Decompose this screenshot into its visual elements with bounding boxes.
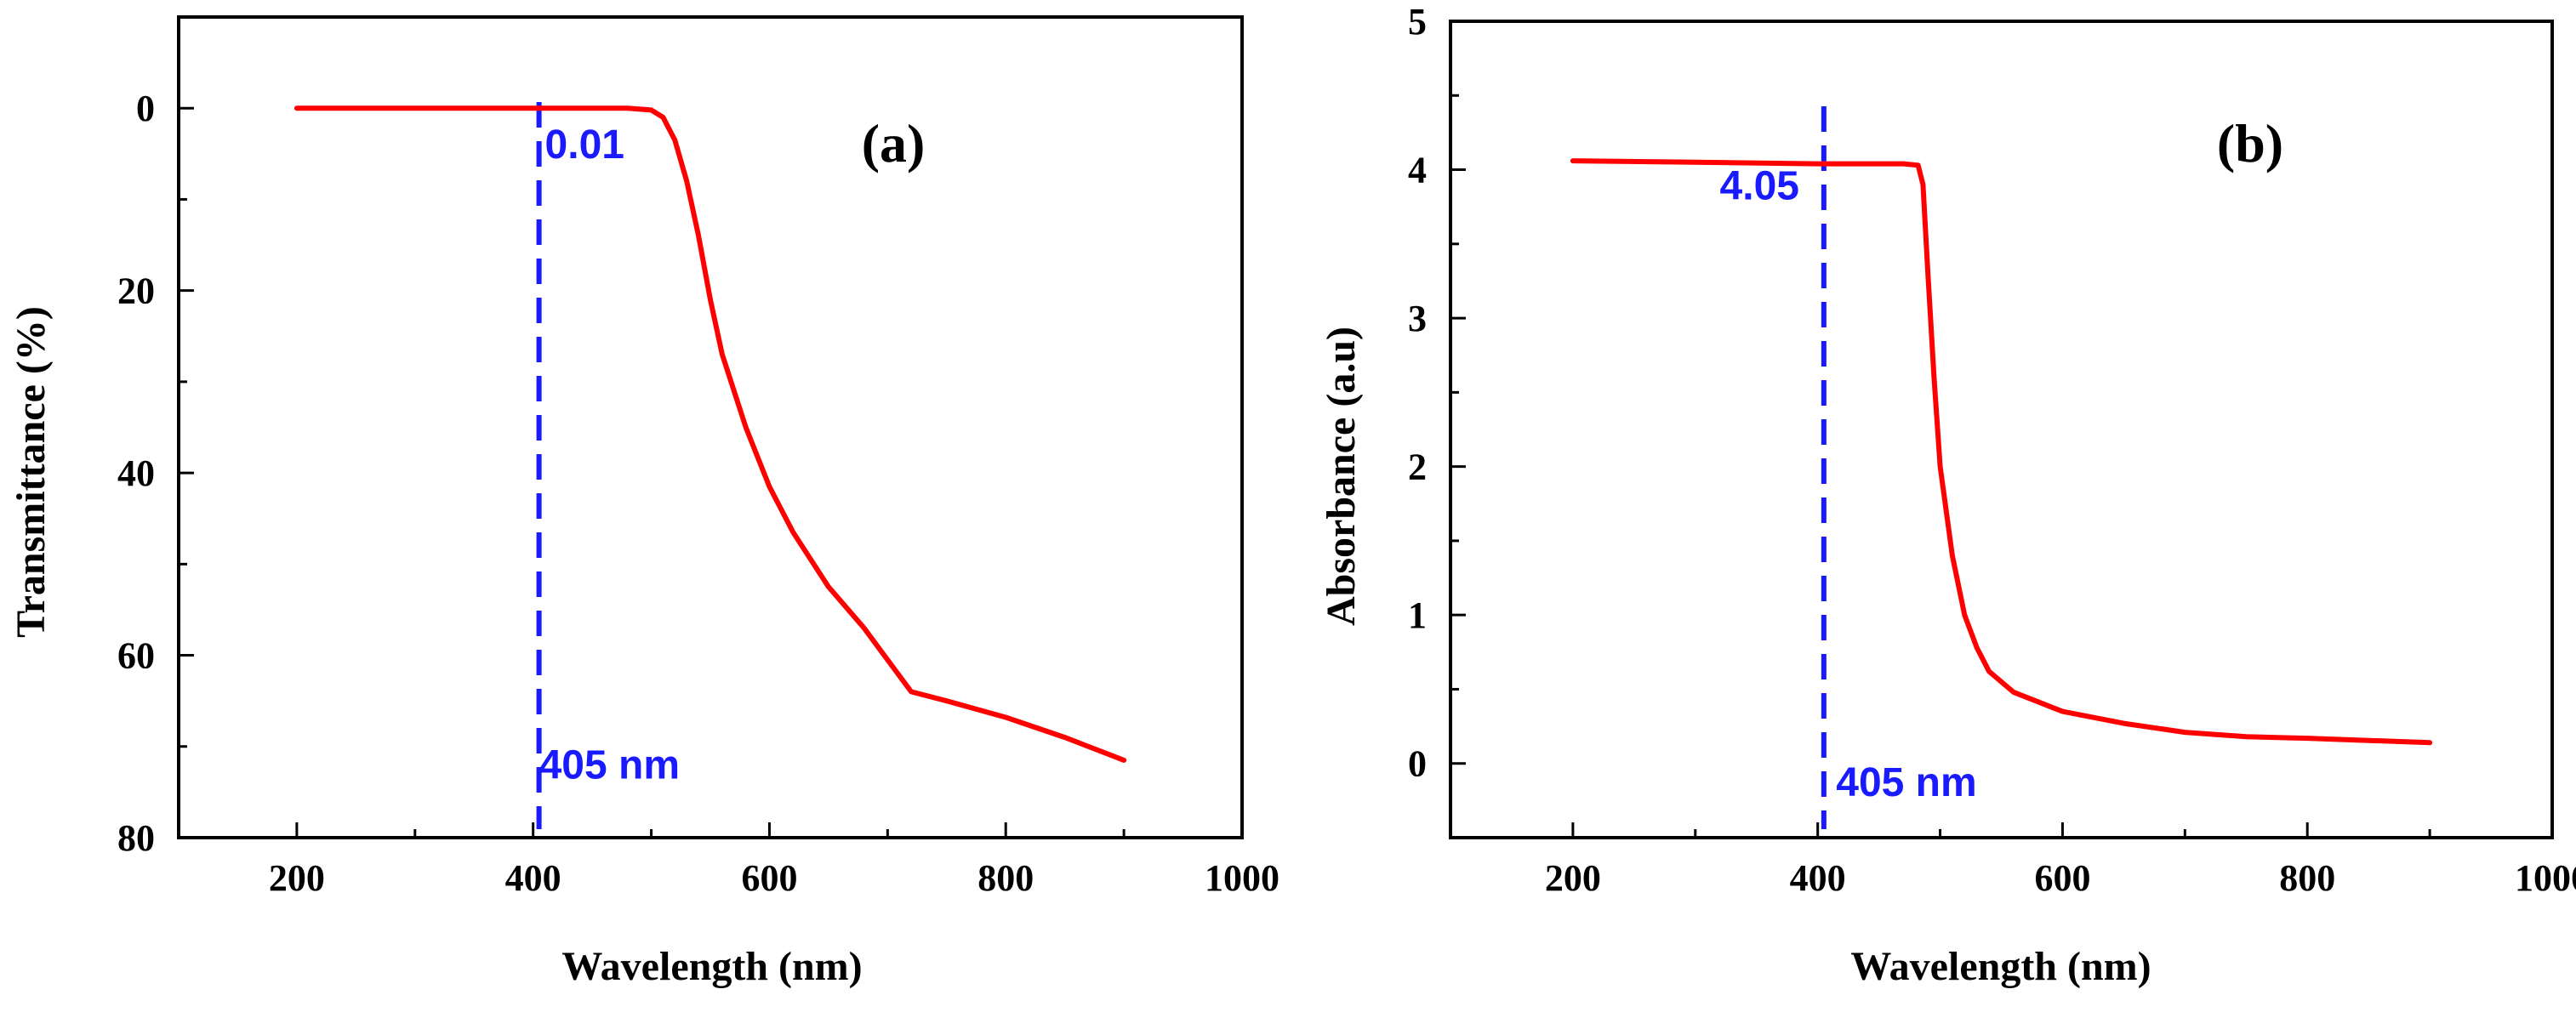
panel-b-x-axis-title: Wavelength (nm) (1850, 944, 2151, 989)
panel-b-y-tick-label: 0 (1408, 743, 1427, 785)
panel-a-y-tick-label: 0 (136, 88, 155, 129)
panel-a-y-tick-label: 80 (117, 817, 155, 859)
panel-a-x-tick-label: 600 (741, 857, 797, 899)
panel-b-y-tick-label: 4 (1408, 150, 1427, 191)
panel-a-y-axis-title: Transmittance (%) (9, 306, 54, 638)
panel-b-x-tick-label: 800 (2279, 857, 2335, 899)
panel-a-y-tick-label: 60 (117, 635, 155, 677)
panel-a-annotation: 405 nm (539, 742, 680, 787)
panel-a-annotation: 0.01 (545, 122, 624, 168)
panel-a-plot-frame (177, 15, 1244, 839)
panel-a-x-tick-label: 1000 (1205, 857, 1279, 899)
panel-b-data-series-line (1570, 158, 2433, 746)
panel-a-x-tick-label: 400 (505, 857, 561, 899)
panel-b-y-tick-label: 5 (1408, 1, 1427, 43)
panel-a-data-series-line (294, 105, 1127, 763)
panel-b-x-tick-label: 600 (2034, 857, 2090, 899)
panel-b-x-tick-label: 1000 (2515, 857, 2576, 899)
panel-b-annotation: 405 nm (1836, 760, 1976, 805)
panel-b-y-axis-title: Absorbance (a.u) (1319, 327, 1364, 626)
panel-b-annotation: 4.05 (1720, 163, 1799, 208)
panel-a-transmittance-chart: (a) Wavelength (nm) Transmittance (%) 20… (9, 15, 1279, 989)
panel-b-y-tick-label: 1 (1408, 594, 1427, 636)
panel-b-absorbance-chart: (b) Wavelength (nm) Absorbance (a.u) 200… (1319, 1, 2576, 989)
panel-a-x-tick-label: 800 (977, 857, 1034, 899)
panel-a-y-tick-label: 40 (117, 452, 155, 494)
panel-b-y-tick-label: 2 (1408, 446, 1427, 488)
panel-b-y-tick-label: 3 (1408, 298, 1427, 339)
panel-a-y-tick-label: 20 (117, 270, 155, 312)
panel-a-x-axis-title: Wavelength (nm) (561, 944, 862, 989)
panel-a-x-tick-label: 200 (269, 857, 325, 899)
panel-b-x-tick-label: 200 (1545, 857, 1601, 899)
panel-b-label: (b) (2217, 113, 2283, 173)
panel-b-x-tick-label: 400 (1790, 857, 1846, 899)
panel-b-plot-frame (1449, 20, 2554, 839)
panel-a-label: (a) (862, 113, 926, 173)
